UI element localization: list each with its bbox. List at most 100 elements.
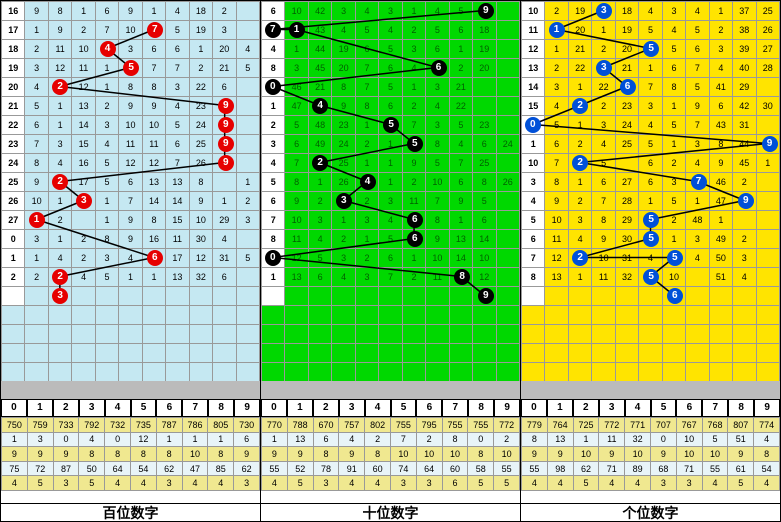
trend-cell: 6	[119, 173, 142, 192]
trend-cell: 25	[615, 135, 638, 154]
trend-cell: 1	[48, 230, 71, 249]
trend-cell: 5	[379, 230, 402, 249]
stat-cell: 750	[2, 418, 28, 433]
trend-cell: 9	[25, 173, 48, 192]
trend-cell: 43	[308, 21, 331, 40]
trend-cell: 1	[686, 192, 709, 211]
trend-cell: 1	[308, 173, 331, 192]
digit-header: 0123456789	[521, 399, 780, 417]
trend-cell	[213, 287, 236, 306]
trend-cell: 11	[142, 135, 165, 154]
digit-header-cell: 9	[234, 399, 260, 417]
trend-cell: 9	[119, 2, 142, 21]
stat-cell: 8	[468, 447, 494, 462]
trend-cell: 26	[756, 21, 779, 40]
trend-cell: 2	[48, 211, 71, 230]
stat-cell: 732	[105, 418, 131, 433]
stat-cell: 8	[208, 447, 234, 462]
trend-cell: 4	[25, 78, 48, 97]
trend-cell: 6	[379, 59, 402, 78]
trend-cell: 3	[568, 211, 591, 230]
row-index-cell: 6	[522, 230, 545, 249]
trend-cell: 5	[662, 116, 685, 135]
trend-cell: 1	[568, 268, 591, 287]
trend-cell: 7	[379, 268, 402, 287]
trend-cell: 6	[545, 135, 568, 154]
trend-cell: 3	[545, 78, 568, 97]
row-index-cell: 7	[262, 211, 285, 230]
row-index-cell: 16	[2, 2, 25, 21]
trend-cell: 10	[189, 211, 212, 230]
trend-cell: 1	[756, 154, 779, 173]
trend-cell: 1	[639, 59, 662, 78]
trend-cell: 31	[733, 116, 756, 135]
stat-cell: 2	[416, 432, 442, 447]
digit-header-cell: 1	[547, 399, 573, 417]
trend-cell: 13	[285, 268, 308, 287]
stat-cell: 3	[27, 432, 53, 447]
trend-marker: 3	[52, 288, 68, 304]
trend-cell: 3	[662, 2, 685, 21]
trend-cell: 1	[568, 116, 591, 135]
stat-cell: 8	[105, 447, 131, 462]
trend-cell: 1	[285, 40, 308, 59]
trend-cell	[639, 287, 662, 306]
separator-row	[261, 381, 520, 399]
trend-cell: 30	[756, 97, 779, 116]
trend-cell: 4	[48, 249, 71, 268]
trend-cell: 3	[95, 249, 118, 268]
trend-marker: 6	[431, 60, 447, 76]
trend-cell: 1	[355, 154, 378, 173]
trend-cell: 1	[48, 192, 71, 211]
trend-cell: 10	[142, 116, 165, 135]
trend-marker: 4	[360, 174, 376, 190]
trend-cell: 17	[72, 173, 95, 192]
trend-cell	[236, 135, 259, 154]
trend-cell: 5	[236, 249, 259, 268]
row-index-cell: 14	[522, 78, 545, 97]
trend-cell: 18	[189, 2, 212, 21]
trend-cell: 11	[166, 230, 189, 249]
stat-cell: 55	[494, 461, 520, 476]
trend-cell: 3	[592, 116, 615, 135]
trend-cell: 1	[95, 78, 118, 97]
stat-cell: 735	[130, 418, 156, 433]
trend-cell: 29	[213, 211, 236, 230]
stat-cell: 9	[53, 447, 79, 462]
stat-cell: 1	[182, 432, 208, 447]
row-index-cell: 17	[2, 21, 25, 40]
trend-cell: 4	[592, 135, 615, 154]
trend-cell: 1	[379, 173, 402, 192]
trend-cell: 6	[686, 40, 709, 59]
trend-cell	[25, 287, 48, 306]
trend-cell: 10	[473, 249, 496, 268]
trend-cell: 4	[308, 230, 331, 249]
stat-cell: 10	[676, 447, 702, 462]
trend-cell: 9	[285, 192, 308, 211]
trend-cell	[756, 268, 779, 287]
trend-marker: 2	[572, 155, 588, 171]
trend-cell: 49	[308, 135, 331, 154]
row-index-cell: 18	[2, 40, 25, 59]
stat-cell: 74	[390, 461, 416, 476]
trend-cell: 21	[213, 59, 236, 78]
stat-cell: 764	[547, 418, 573, 433]
trend-marker: 9	[478, 288, 494, 304]
stat-cell: 788	[287, 418, 313, 433]
trend-cell: 14	[473, 230, 496, 249]
trend-cell: 1	[402, 2, 425, 21]
stat-cell: 62	[573, 461, 599, 476]
trend-cell: 47	[285, 97, 308, 116]
trend-cell: 9	[709, 154, 732, 173]
stat-cell: 5	[27, 476, 53, 491]
stat-cell: 5	[468, 476, 494, 491]
trend-cell	[496, 21, 519, 40]
trend-cell: 42	[308, 2, 331, 21]
stat-cell: 807	[728, 418, 754, 433]
trend-cell: 3	[426, 116, 449, 135]
trend-cell	[236, 268, 259, 287]
stat-cell: 3	[676, 476, 702, 491]
trend-cell: 5	[285, 116, 308, 135]
trend-cell	[402, 287, 425, 306]
trend-cell: 7	[166, 59, 189, 78]
